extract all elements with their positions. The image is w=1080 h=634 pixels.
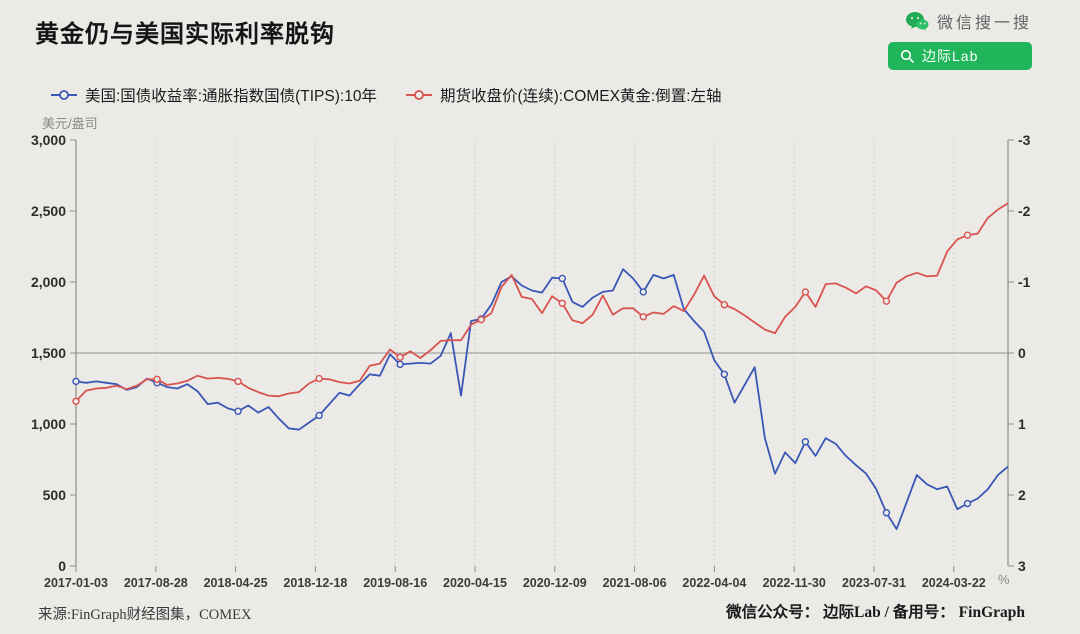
right-axis-tick-label: 3 <box>1018 558 1026 574</box>
x-tick-label: 2018-04-25 <box>204 576 268 590</box>
series-marker-comex-gold <box>72 397 80 405</box>
x-tick-label: 2021-08-06 <box>603 576 667 590</box>
series-marker-tips-yield <box>882 509 891 517</box>
x-tick-label: 2023-07-31 <box>842 576 906 590</box>
x-tick-label: 2024-03-22 <box>922 576 986 590</box>
series-marker-comex-gold <box>153 375 161 383</box>
series-marker-tips-yield <box>639 288 648 296</box>
series-marker-comex-gold <box>882 297 891 305</box>
series-marker-comex-gold <box>315 374 323 383</box>
chart-legend: 美国:国债收益率:通胀指数国债(TIPS):10年 期货收盘价(连续):COME… <box>50 84 722 106</box>
series-marker-comex-gold <box>234 377 242 386</box>
left-axis-tick-label: 1,500 <box>31 345 66 361</box>
series-marker-comex-gold <box>477 315 485 324</box>
right-axis-tick-label: -1 <box>1018 274 1031 290</box>
series-marker-comex-gold <box>639 313 648 321</box>
series-marker-tips-yield <box>720 370 729 378</box>
series-line-comex-gold <box>75 202 1009 402</box>
series-marker-tips-yield <box>72 377 80 386</box>
series-line-tips-yield <box>75 268 1009 530</box>
wechat-account-button[interactable]: 边际Lab <box>888 42 1032 70</box>
x-tick-label: 2020-04-15 <box>443 576 507 590</box>
x-tick-label: 2019-08-16 <box>363 576 427 590</box>
series-marker-comex-gold <box>963 231 972 239</box>
x-tick-label: 2020-12-09 <box>523 576 587 590</box>
series-marker-tips-yield <box>963 499 972 508</box>
right-axis-tick-label: 0 <box>1018 345 1026 361</box>
right-axis-tick-label: -3 <box>1018 132 1031 148</box>
series-marker-comex-gold <box>558 299 566 307</box>
series-marker-comex-gold <box>720 301 729 309</box>
legend-item-gold: 期货收盘价(连续):COMEX黄金:倒置:左轴 <box>405 84 722 106</box>
series-marker-tips-yield <box>801 438 810 446</box>
series-marker-tips-yield <box>315 411 323 420</box>
source-note: 来源:FinGraph财经图集，COMEX <box>38 607 252 623</box>
account-note: 微信公众号： 边际Lab / 备用号： FinGraph <box>726 604 1025 621</box>
x-tick-label: 2022-04-04 <box>682 576 746 590</box>
left-axis-tick-label: 2,500 <box>31 203 66 219</box>
right-axis-tick-label: 1 <box>1018 416 1026 432</box>
left-axis-tick-label: 1,000 <box>31 416 66 432</box>
left-axis-tick-label: 3,000 <box>31 132 66 148</box>
wechat-icon <box>905 11 929 32</box>
series-marker-tips-yield <box>396 360 404 369</box>
series-marker-tips-yield <box>558 274 566 283</box>
wechat-search-label: 微信搜一搜 <box>936 15 1032 32</box>
x-tick-label: 2022-11-30 <box>763 576 826 590</box>
left-axis-tick-label: 2,000 <box>31 274 66 290</box>
right-axis-tick-label: 2 <box>1018 487 1026 503</box>
legend-marker-gold-icon <box>405 90 432 100</box>
legend-label-tips: 美国:国债收益率:通胀指数国债(TIPS):10年 <box>85 88 377 105</box>
search-icon <box>900 49 914 63</box>
x-tick-label: 2018-12-18 <box>283 576 347 590</box>
legend-marker-tips-icon <box>51 90 77 100</box>
left-axis-tick-label: 500 <box>43 487 67 503</box>
legend-label-gold: 期货收盘价(连续):COMEX黄金:倒置:左轴 <box>439 88 722 105</box>
x-tick-label: 2017-08-28 <box>124 576 188 590</box>
right-axis-unit-label: % <box>998 572 1010 587</box>
wechat-search: 微信搜一搜 边际Lab <box>888 8 1032 70</box>
series-marker-tips-yield <box>234 407 242 415</box>
x-tick-label: 2017-01-03 <box>44 576 108 590</box>
left-axis-unit-label: 美元/盎司 <box>42 116 98 131</box>
left-axis-tick-label: 0 <box>58 558 66 574</box>
wechat-account-button-label: 边际Lab <box>922 48 979 64</box>
right-axis-tick-label: -2 <box>1018 203 1031 219</box>
page-title: 黄金仍与美国实际利率脱钩 <box>35 21 335 48</box>
series-marker-comex-gold <box>801 288 810 296</box>
legend-item-tips: 美国:国债收益率:通胀指数国债(TIPS):10年 <box>50 84 377 106</box>
series-marker-comex-gold <box>396 353 404 361</box>
